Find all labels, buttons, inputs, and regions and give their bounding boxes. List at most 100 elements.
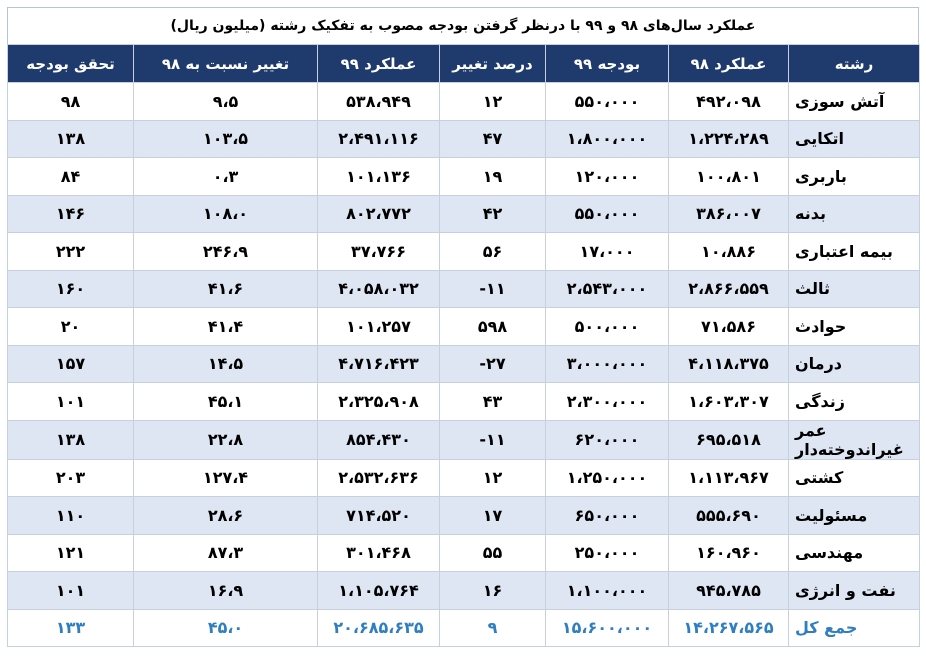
budget-realization-cell: ۱۰۱ (7, 571, 134, 610)
total-change-percent-cell: ۹ (439, 608, 546, 647)
table-row: باربری ۱۰۰،۸۰۱ ۱۲۰،۰۰۰ ۱۹ ۱۰۱،۱۳۶ ۰،۳ ۸۴ (7, 157, 920, 196)
budget-realization-cell: ۱۵۷ (7, 344, 134, 383)
performance-99-cell: ۲،۵۳۲،۶۳۶ (317, 458, 440, 497)
performance-98-cell: ۴۹۲،۰۹۸ (668, 82, 789, 121)
performance-98-cell: ۱۶۰،۹۶۰ (668, 533, 789, 572)
performance-99-cell: ۲،۳۲۵،۹۰۸ (317, 382, 440, 421)
change-percent-cell: ۱۲ (439, 458, 546, 497)
change-percent-cell: ۵۶ (439, 232, 546, 271)
change-vs-98-cell: ۰،۳ (133, 157, 318, 196)
field-name-cell: بیمه اعتباری (788, 232, 920, 271)
performance-98-cell: ۲،۸۶۶،۵۵۹ (668, 269, 789, 308)
field-name-cell: کشتی (788, 458, 920, 497)
field-name-cell: مسئولیت (788, 496, 920, 535)
total-performance-99-cell: ۲۰،۶۸۵،۶۳۵ (317, 608, 440, 647)
table-row: بیمه اعتباری ۱۰،۸۸۶ ۱۷،۰۰۰ ۵۶ ۳۷،۷۶۶ ۲۴۶،۹ ۲۲۲ (7, 232, 920, 271)
field-name-cell: آتش سوزی (788, 82, 920, 121)
change-vs-98-cell: ۴۱،۴ (133, 307, 318, 346)
table-caption: عملکرد سال‌های ۹۸ و ۹۹ با درنظر گرفتن بو… (7, 7, 919, 44)
header-budget-99: بودجه ۹۹ (545, 44, 669, 83)
budget-realization-cell: ۱۳۸ (7, 419, 134, 460)
table-body: آتش سوزی ۴۹۲،۰۹۸ ۵۵۰،۰۰۰ ۱۲ ۵۳۸،۹۴۹ ۹،۵ ۹۸ اتکا… (7, 82, 920, 647)
budget-99-cell: ۲،۵۴۳،۰۰۰ (545, 269, 669, 308)
table-row: ثالث ۲،۸۶۶،۵۵۹ ۲،۵۴۳،۰۰۰ ۱۱- ۴،۰۵۸،۰۳۲ ۴۱،۶ ۱۶… (7, 269, 920, 308)
change-vs-98-cell: ۱۰۸،۰ (133, 194, 318, 233)
performance-99-cell: ۲،۴۹۱،۱۱۶ (317, 119, 440, 158)
budget-realization-cell: ۲۰۳ (7, 458, 134, 497)
change-vs-98-cell: ۹،۵ (133, 82, 318, 121)
budget-99-cell: ۲،۳۰۰،۰۰۰ (545, 382, 669, 421)
header-change-percent: درصد تغییر (439, 44, 546, 83)
field-name-cell: نفت و انرژی (788, 571, 920, 610)
table-row: حوادث ۷۱،۵۸۶ ۵۰۰،۰۰۰ ۵۹۸ ۱۰۱،۲۵۷ ۴۱،۴ ۲۰ (7, 307, 920, 346)
budget-99-cell: ۶۵۰،۰۰۰ (545, 496, 669, 535)
change-vs-98-cell: ۲۲،۸ (133, 419, 318, 460)
performance-98-cell: ۱،۶۰۳،۳۰۷ (668, 382, 789, 421)
performance-99-cell: ۸۵۴،۴۳۰ (317, 419, 440, 460)
budget-realization-cell: ۱۰۱ (7, 382, 134, 421)
change-vs-98-cell: ۱۶،۹ (133, 571, 318, 610)
field-name-cell: ثالث (788, 269, 920, 308)
performance-98-cell: ۱۰۰،۸۰۱ (668, 157, 789, 196)
performance-98-cell: ۱،۲۲۴،۲۸۹ (668, 119, 789, 158)
budget-99-cell: ۵۰۰،۰۰۰ (545, 307, 669, 346)
change-vs-98-cell: ۲۴۶،۹ (133, 232, 318, 271)
total-budget-99-cell: ۱۵،۶۰۰،۰۰۰ (545, 608, 669, 647)
total-change-vs-98-cell: ۴۵،۰ (133, 608, 318, 647)
field-name-cell: درمان (788, 344, 920, 383)
performance-99-cell: ۷۱۴،۵۲۰ (317, 496, 440, 535)
change-percent-cell: ۱۷ (439, 496, 546, 535)
field-name-cell: حوادث (788, 307, 920, 346)
header-performance-98: عملکرد ۹۸ (668, 44, 789, 83)
change-percent-cell: ۴۲ (439, 194, 546, 233)
change-percent-cell: ۵۹۸ (439, 307, 546, 346)
header-performance-99: عملکرد ۹۹ (317, 44, 440, 83)
performance-table: رشته عملکرد ۹۸ بودجه ۹۹ درصد تغییر عملکر… (7, 44, 920, 647)
field-name-cell: مهندسی (788, 533, 920, 572)
table-row: درمان ۴،۱۱۸،۳۷۵ ۳،۰۰۰،۰۰۰ ۲۷- ۴،۷۱۶،۴۲۳ ۱۴،۵ ۱… (7, 344, 920, 383)
total-row: جمع کل ۱۴،۲۶۷،۵۶۵ ۱۵،۶۰۰،۰۰۰ ۹ ۲۰،۶۸۵،۶۳۵ ۴۵،… (7, 608, 920, 647)
performance-99-cell: ۳۰۱،۴۶۸ (317, 533, 440, 572)
budget-99-cell: ۱۲۰،۰۰۰ (545, 157, 669, 196)
performance-99-cell: ۸۰۲،۷۷۲ (317, 194, 440, 233)
budget-99-cell: ۳،۰۰۰،۰۰۰ (545, 344, 669, 383)
budget-realization-cell: ۲۲۲ (7, 232, 134, 271)
total-budget-realization-cell: ۱۳۳ (7, 608, 134, 647)
table-row: مسئولیت ۵۵۵،۶۹۰ ۶۵۰،۰۰۰ ۱۷ ۷۱۴،۵۲۰ ۲۸،۶ ۱۱۰ (7, 496, 920, 535)
field-name-cell: بدنه (788, 194, 920, 233)
field-name-cell: زندگی (788, 382, 920, 421)
field-name-cell: اتکایی (788, 119, 920, 158)
budget-realization-cell: ۱۱۰ (7, 496, 134, 535)
table-row: مهندسی ۱۶۰،۹۶۰ ۲۵۰،۰۰۰ ۵۵ ۳۰۱،۴۶۸ ۸۷،۳ ۱۲۱ (7, 533, 920, 572)
change-percent-cell: ۱۹ (439, 157, 546, 196)
header-change-vs-98: تغییر نسبت به ۹۸ (133, 44, 318, 83)
field-name-cell: عمر غیراندوخته‌دار (788, 419, 920, 460)
change-percent-cell: ۲۷- (439, 344, 546, 383)
performance-98-cell: ۳۸۶،۰۰۷ (668, 194, 789, 233)
change-percent-cell: ۱۲ (439, 82, 546, 121)
table-row: نفت و انرژی ۹۴۵،۷۸۵ ۱،۱۰۰،۰۰۰ ۱۶ ۱،۱۰۵،۷۶۴ ۱۶… (7, 571, 920, 610)
performance-99-cell: ۱،۱۰۵،۷۶۴ (317, 571, 440, 610)
budget-99-cell: ۵۵۰،۰۰۰ (545, 82, 669, 121)
budget-99-cell: ۱،۸۰۰،۰۰۰ (545, 119, 669, 158)
budget-realization-cell: ۹۸ (7, 82, 134, 121)
performance-99-cell: ۴،۷۱۶،۴۲۳ (317, 344, 440, 383)
budget-99-cell: ۱،۲۵۰،۰۰۰ (545, 458, 669, 497)
header-field: رشته (788, 44, 920, 83)
table-row: اتکایی ۱،۲۲۴،۲۸۹ ۱،۸۰۰،۰۰۰ ۴۷ ۲،۴۹۱،۱۱۶ ۱۰۳،۵… (7, 119, 920, 158)
field-name-cell: باربری (788, 157, 920, 196)
budget-report: عملکرد سال‌های ۹۸ و ۹۹ با درنظر گرفتن بو… (7, 7, 920, 647)
change-vs-98-cell: ۱۰۳،۵ (133, 119, 318, 158)
change-vs-98-cell: ۴۱،۶ (133, 269, 318, 308)
change-percent-cell: ۱۶ (439, 571, 546, 610)
performance-98-cell: ۴،۱۱۸،۳۷۵ (668, 344, 789, 383)
performance-98-cell: ۵۵۵،۶۹۰ (668, 496, 789, 535)
performance-99-cell: ۵۳۸،۹۴۹ (317, 82, 440, 121)
table-row: آتش سوزی ۴۹۲،۰۹۸ ۵۵۰،۰۰۰ ۱۲ ۵۳۸،۹۴۹ ۹،۵ ۹۸ (7, 82, 920, 121)
header-budget-realization: تحقق بودجه (7, 44, 134, 83)
change-vs-98-cell: ۲۸،۶ (133, 496, 318, 535)
budget-realization-cell: ۱۶۰ (7, 269, 134, 308)
change-percent-cell: ۴۷ (439, 119, 546, 158)
table-row: عمر غیراندوخته‌دار ۶۹۵،۵۱۸ ۶۲۰،۰۰۰ ۱۱- ۸۵۴،۴… (7, 419, 920, 460)
performance-98-cell: ۱،۱۱۳،۹۶۷ (668, 458, 789, 497)
